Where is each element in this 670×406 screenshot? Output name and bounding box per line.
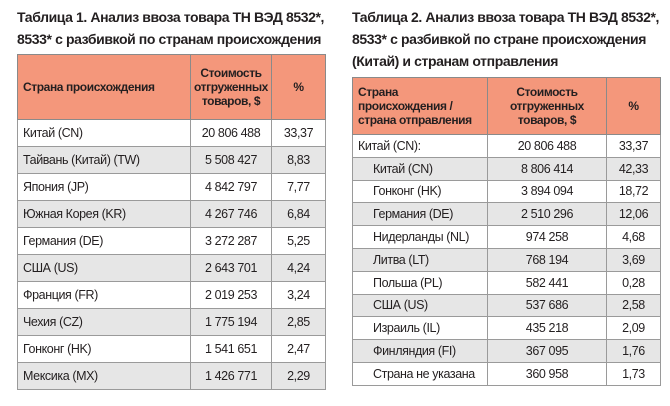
cell-country: Германия (DE): [352, 202, 488, 227]
cell-value: 1 775 194: [190, 308, 272, 336]
cell-country: Китай (CN):: [352, 134, 488, 158]
cell-percent: 1,73: [606, 361, 661, 386]
cell-value: 2 019 253: [190, 281, 272, 309]
cell-value: 8 806 414: [487, 156, 607, 181]
cell-country: Германия (DE): [17, 227, 191, 255]
cell-value: 768 194: [487, 247, 607, 272]
table-row: Страна не указана 360 958 1,73: [352, 361, 661, 386]
cell-percent: 0,28: [606, 270, 661, 295]
cell-value: 367 095: [487, 339, 607, 363]
table-row: Германия (DE) 3 272 287 5,25: [17, 227, 326, 255]
cell-percent: 3,24: [271, 281, 326, 309]
table-row: Литва (LT) 768 194 3,69: [352, 247, 661, 272]
cell-country: Китай (CN): [17, 119, 191, 147]
cell-value: 582 441: [487, 270, 607, 295]
cell-value: 5 508 427: [190, 146, 272, 174]
cell-percent: 1,76: [606, 339, 661, 363]
table-row: Япония (JP) 4 842 797 7,77: [17, 173, 326, 201]
table1-header-row: Страна происхождения Стоимость отгруженн…: [17, 54, 326, 120]
cell-value: 2 643 701: [190, 254, 272, 282]
cell-country: Япония (JP): [17, 173, 191, 201]
cell-country: США (US): [17, 254, 191, 282]
cell-value: 20 806 488: [190, 119, 272, 147]
cell-value: 435 218: [487, 316, 607, 341]
cell-country: Израиль (IL): [352, 316, 488, 341]
cell-country: Гонконг (HK): [352, 179, 488, 204]
cell-percent: 7,77: [271, 173, 326, 201]
cell-percent: 2,29: [271, 362, 326, 390]
cell-percent: 2,47: [271, 335, 326, 363]
table-row: Гонконг (HK) 1 541 651 2,47: [17, 335, 326, 363]
cell-percent: 2,85: [271, 308, 326, 336]
table2: Страна происхождения / страна отправлени…: [352, 77, 661, 386]
cell-percent: 33,37: [606, 134, 661, 158]
table-row: Нидерланды (NL) 974 258 4,68: [352, 225, 661, 249]
cell-country: Литва (LT): [352, 247, 488, 272]
cell-country: Страна не указана: [352, 361, 488, 386]
cell-percent: 33,37: [271, 119, 326, 147]
table-row: Гонконг (HK) 3 894 094 18,72: [352, 179, 661, 204]
cell-value: 1 541 651: [190, 335, 272, 363]
table-row: Южная Корея (KR) 4 267 746 6,84: [17, 200, 326, 228]
cell-country: Финляндия (FI): [352, 339, 488, 363]
table-row: Китай (CN) 8 806 414 42,33: [352, 156, 661, 181]
cell-percent: 42,33: [606, 156, 661, 181]
table-row: Тайвань (Китай) (TW) 5 508 427 8,83: [17, 146, 326, 174]
table1-title: Таблица 1. Анализ ввоза товара ТН ВЭД 85…: [17, 9, 325, 47]
table-row: Китай (CN) 20 806 488 33,37: [17, 119, 326, 147]
header-percent: %: [271, 54, 326, 120]
table-row: Чехия (CZ) 1 775 194 2,85: [17, 308, 326, 336]
cell-country: Южная Корея (KR): [17, 200, 191, 228]
cell-country: Польша (PL): [352, 270, 488, 295]
cell-value: 4 842 797: [190, 173, 272, 201]
table-row: США (US) 2 643 701 4,24: [17, 254, 326, 282]
cell-value: 20 806 488: [487, 134, 607, 158]
table-row: Мексика (MX) 1 426 771 2,29: [17, 362, 326, 390]
cell-value: 974 258: [487, 225, 607, 249]
cell-country: Чехия (CZ): [17, 308, 191, 336]
table2-header-row: Страна происхождения / страна отправлени…: [352, 77, 661, 135]
table-row: Китай (CN): 20 806 488 33,37: [352, 134, 661, 158]
table1: Страна происхождения Стоимость отгруженн…: [17, 54, 326, 390]
table-row: Германия (DE) 2 510 296 12,06: [352, 202, 661, 227]
cell-country: Китай (CN): [352, 156, 488, 181]
cell-value: 1 426 771: [190, 362, 272, 390]
cell-percent: 4,24: [271, 254, 326, 282]
cell-percent: 6,84: [271, 200, 326, 228]
cell-value: 537 686: [487, 293, 607, 318]
cell-country: Нидерланды (NL): [352, 225, 488, 249]
header-country: Страна происхождения / страна отправлени…: [352, 77, 488, 135]
cell-value: 3 272 287: [190, 227, 272, 255]
table-row: США (US) 537 686 2,58: [352, 293, 661, 318]
cell-country: Гонконг (HK): [17, 335, 191, 363]
header-country: Страна происхождения: [17, 54, 191, 120]
cell-percent: 12,06: [606, 202, 661, 227]
cell-percent: 3,69: [606, 247, 661, 272]
cell-value: 360 958: [487, 361, 607, 386]
cell-country: США (US): [352, 293, 488, 318]
cell-country: Тайвань (Китай) (TW): [17, 146, 191, 174]
cell-percent: 2,09: [606, 316, 661, 341]
table-row: Финляндия (FI) 367 095 1,76: [352, 339, 661, 363]
cell-percent: 5,25: [271, 227, 326, 255]
header-value: Стоимость отгруженных товаров, $: [487, 77, 607, 135]
header-percent: %: [606, 77, 661, 135]
cell-value: 2 510 296: [487, 202, 607, 227]
table-row: Франция (FR) 2 019 253 3,24: [17, 281, 326, 309]
header-value: Стоимость отгруженных товаров, $: [190, 54, 272, 120]
table-row: Польша (PL) 582 441 0,28: [352, 270, 661, 295]
cell-percent: 8,83: [271, 146, 326, 174]
cell-country: Мексика (MX): [17, 362, 191, 390]
cell-value: 3 894 094: [487, 179, 607, 204]
cell-value: 4 267 746: [190, 200, 272, 228]
cell-percent: 2,58: [606, 293, 661, 318]
cell-percent: 4,68: [606, 225, 661, 249]
table2-title: Таблица 2. Анализ ввоза товара ТН ВЭД 85…: [352, 9, 660, 69]
table-row: Израиль (IL) 435 218 2,09: [352, 316, 661, 341]
cell-country: Франция (FR): [17, 281, 191, 309]
cell-percent: 18,72: [606, 179, 661, 204]
